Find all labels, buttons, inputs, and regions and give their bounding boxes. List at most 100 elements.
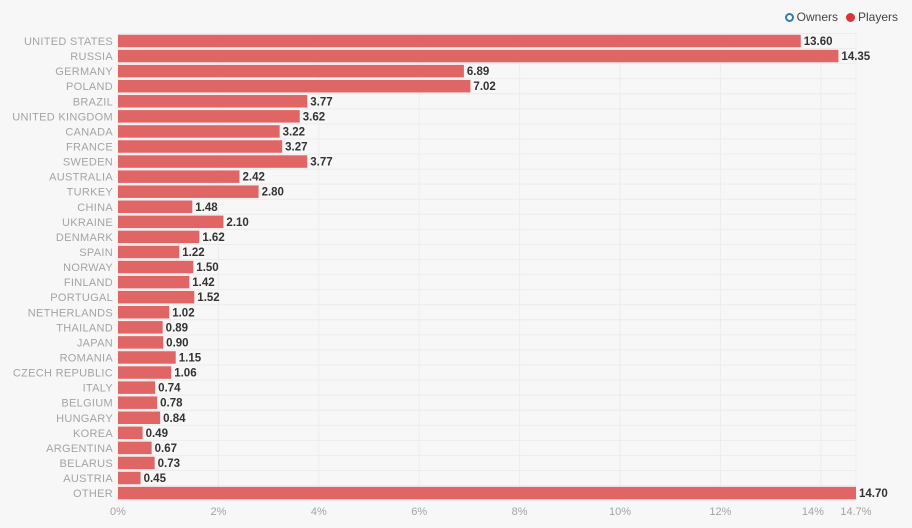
legend-owners-marker bbox=[784, 12, 794, 22]
data-label: 0.89 bbox=[166, 322, 188, 334]
data-label: 1.52 bbox=[197, 292, 219, 304]
data-label: 3.62 bbox=[303, 111, 325, 123]
data-label: 2.80 bbox=[262, 187, 284, 199]
category-label: CANADA bbox=[65, 126, 113, 138]
x-tick-label: 6% bbox=[411, 506, 427, 518]
bar[interactable] bbox=[118, 64, 464, 78]
data-label: 13.60 bbox=[804, 36, 833, 48]
bar[interactable] bbox=[118, 396, 158, 409]
category-label: BELARUS bbox=[60, 458, 113, 470]
category-label: AUSTRIA bbox=[63, 473, 113, 485]
category-label: UNITED KINGDOM bbox=[12, 111, 113, 123]
bar[interactable] bbox=[118, 49, 839, 63]
bar[interactable] bbox=[118, 456, 155, 470]
category-label: NETHERLANDS bbox=[28, 307, 113, 319]
legend: Owners Players bbox=[784, 10, 898, 24]
data-label: 6.89 bbox=[467, 66, 489, 78]
bar[interactable] bbox=[118, 411, 161, 425]
x-tick-label: 14.7% bbox=[840, 506, 871, 518]
category-label: DENMARK bbox=[56, 232, 113, 244]
bar[interactable] bbox=[118, 290, 195, 304]
bar[interactable] bbox=[118, 486, 856, 500]
bar[interactable] bbox=[118, 125, 280, 138]
bar[interactable] bbox=[118, 381, 156, 394]
category-label: GERMANY bbox=[55, 66, 113, 78]
bar[interactable] bbox=[118, 34, 801, 48]
legend-item-owners[interactable]: Owners bbox=[784, 10, 838, 24]
bar[interactable] bbox=[118, 336, 164, 349]
bar[interactable] bbox=[118, 215, 224, 229]
category-label: SPAIN bbox=[79, 247, 113, 259]
category-label: UKRAINE bbox=[62, 217, 113, 229]
category-label: SWEDEN bbox=[63, 157, 113, 169]
bar[interactable] bbox=[118, 170, 240, 183]
bar[interactable] bbox=[118, 230, 200, 244]
bar[interactable] bbox=[118, 321, 163, 334]
data-label: 14.70 bbox=[859, 488, 888, 500]
bar[interactable] bbox=[118, 260, 194, 274]
data-label: 1.02 bbox=[172, 307, 194, 319]
bar[interactable] bbox=[118, 471, 141, 485]
bar[interactable] bbox=[118, 351, 176, 364]
bar[interactable] bbox=[118, 426, 143, 440]
legend-item-players[interactable]: Players bbox=[845, 10, 898, 24]
bar[interactable] bbox=[118, 185, 259, 198]
category-label: TURKEY bbox=[67, 187, 114, 199]
bar[interactable] bbox=[118, 441, 152, 455]
category-label: KOREA bbox=[73, 428, 113, 440]
data-label: 0.67 bbox=[155, 443, 177, 455]
data-label: 1.22 bbox=[182, 247, 204, 259]
data-label: 0.45 bbox=[144, 473, 167, 485]
x-tick-label: 4% bbox=[311, 506, 327, 518]
data-label: 0.78 bbox=[160, 398, 183, 410]
bar[interactable] bbox=[118, 110, 300, 123]
category-label: PORTUGAL bbox=[50, 292, 113, 304]
bar[interactable] bbox=[118, 275, 190, 289]
category-label: FRANCE bbox=[66, 141, 113, 153]
data-label: 0.90 bbox=[166, 337, 188, 349]
x-tick-label: 12% bbox=[709, 506, 731, 518]
category-label: OTHER bbox=[73, 488, 113, 500]
category-label: RUSSIA bbox=[70, 51, 113, 63]
x-tick-label: 14% bbox=[802, 506, 824, 518]
data-label: 1.48 bbox=[195, 202, 218, 214]
data-label: 0.84 bbox=[163, 413, 186, 425]
bar[interactable] bbox=[118, 245, 180, 259]
bar[interactable] bbox=[118, 366, 172, 379]
data-label: 3.77 bbox=[310, 96, 332, 108]
data-label: 2.42 bbox=[242, 172, 264, 184]
legend-players-marker bbox=[845, 12, 855, 22]
x-tick-label: 2% bbox=[210, 506, 226, 518]
category-label: BELGIUM bbox=[61, 398, 113, 410]
bar[interactable] bbox=[118, 95, 308, 108]
data-label: 1.15 bbox=[179, 352, 202, 364]
data-label: 1.62 bbox=[202, 232, 224, 244]
x-tick-label: 10% bbox=[609, 506, 631, 518]
category-label: NORWAY bbox=[63, 262, 113, 274]
data-label: 0.73 bbox=[158, 458, 180, 470]
category-label: CHINA bbox=[77, 202, 113, 214]
bar[interactable] bbox=[118, 155, 308, 168]
data-label: 3.22 bbox=[283, 126, 305, 138]
bar[interactable] bbox=[118, 306, 170, 319]
data-label: 14.35 bbox=[841, 51, 870, 63]
data-label: 1.42 bbox=[192, 277, 214, 289]
category-label: FINLAND bbox=[64, 277, 113, 289]
category-label: THAILAND bbox=[56, 322, 113, 334]
bar[interactable] bbox=[118, 200, 193, 214]
bar[interactable] bbox=[118, 79, 471, 93]
data-label: 3.77 bbox=[310, 157, 332, 169]
category-label: CZECH REPUBLIC bbox=[13, 368, 113, 380]
bar[interactable] bbox=[118, 140, 283, 153]
category-label: BRAZIL bbox=[73, 96, 113, 108]
category-label: AUSTRALIA bbox=[49, 172, 113, 184]
x-tick-label: 8% bbox=[512, 506, 528, 518]
data-label: 7.02 bbox=[473, 81, 495, 93]
legend-owners-label: Owners bbox=[796, 10, 838, 24]
category-label: ITALY bbox=[83, 383, 114, 395]
category-label: UNITED STATES bbox=[24, 36, 113, 48]
data-label: 0.49 bbox=[146, 428, 168, 440]
category-label: HUNGARY bbox=[56, 413, 113, 425]
